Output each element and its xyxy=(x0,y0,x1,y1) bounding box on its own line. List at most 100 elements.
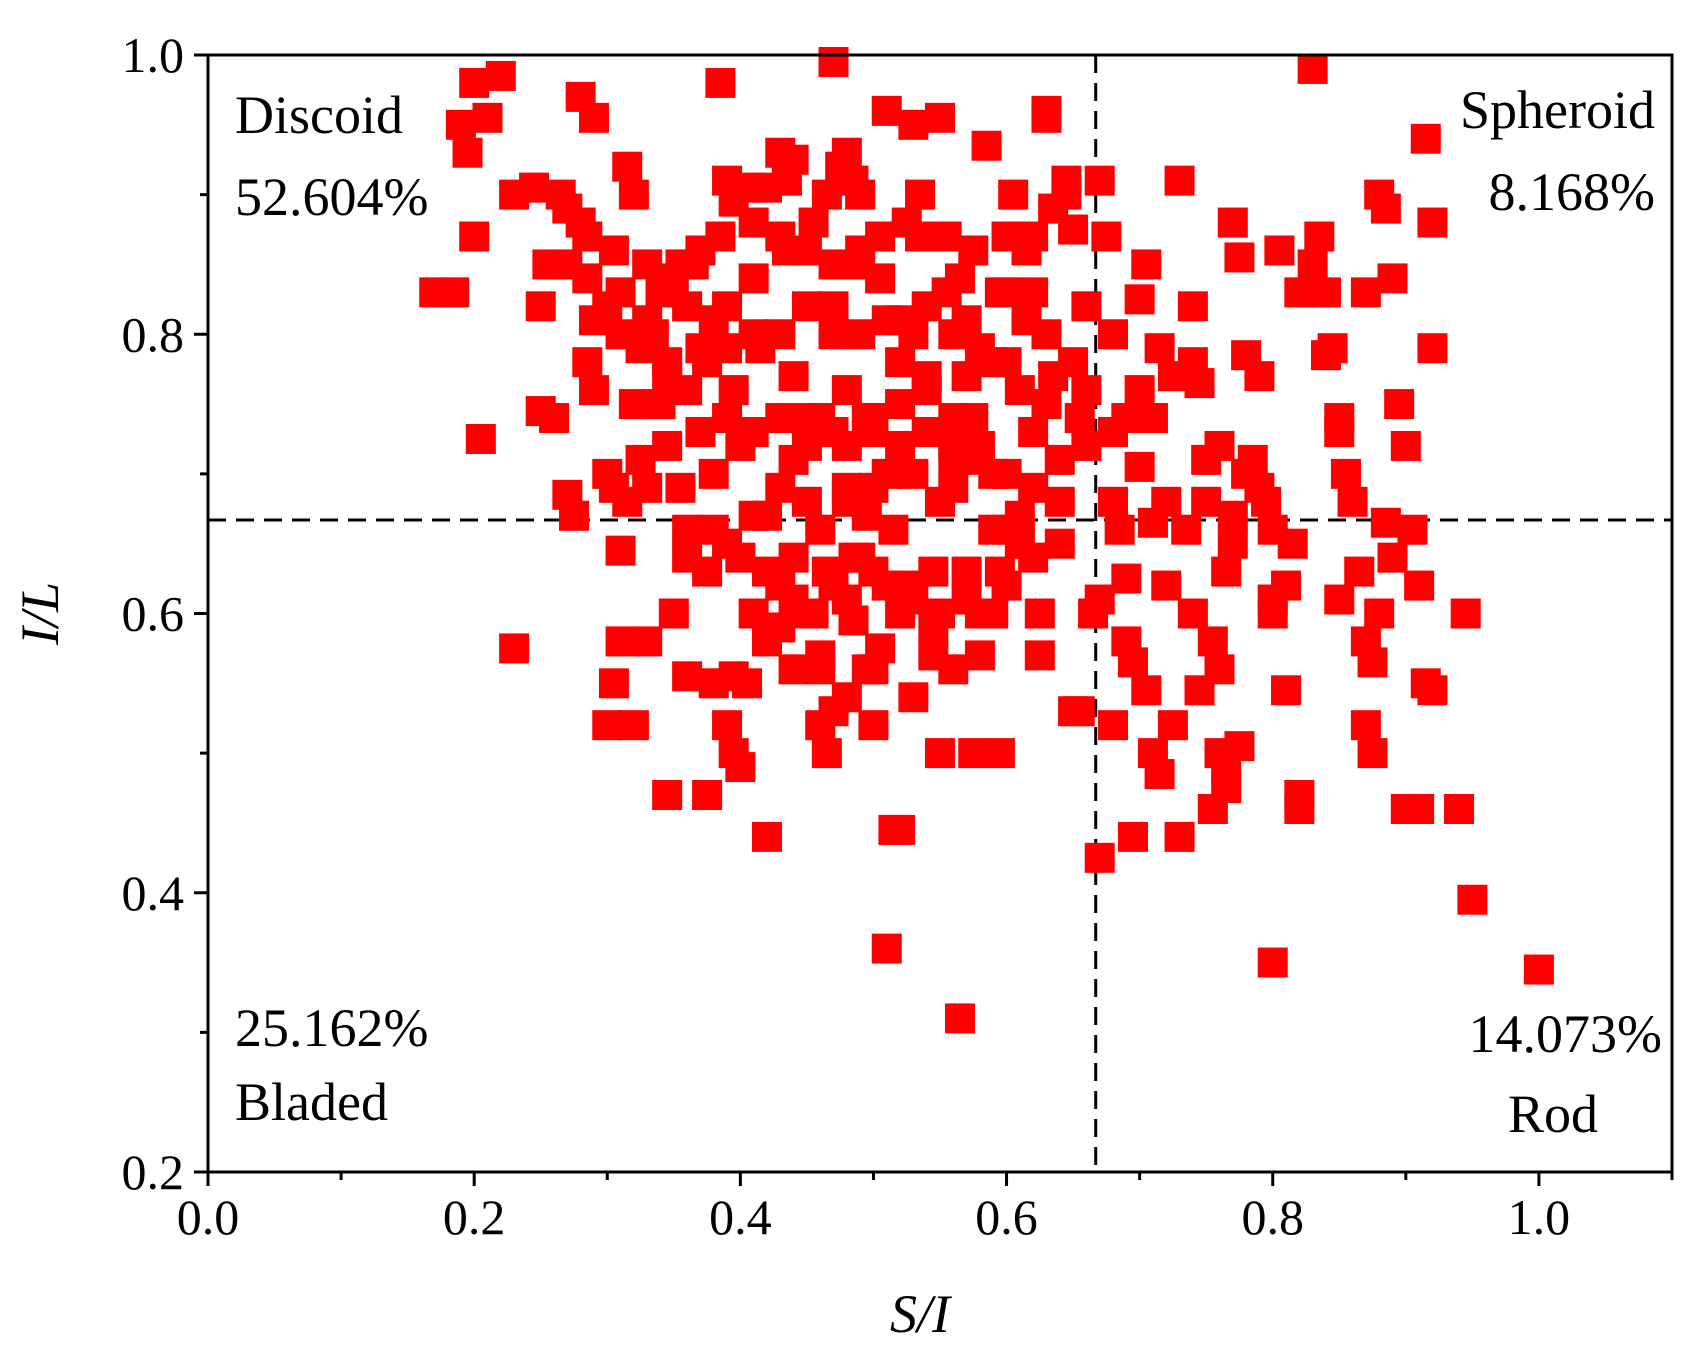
data-point xyxy=(672,661,703,692)
data-point xyxy=(1098,710,1129,741)
data-point xyxy=(1271,570,1302,601)
data-point xyxy=(499,633,530,664)
x-axis-title: S/I xyxy=(890,1284,953,1344)
data-point xyxy=(738,319,769,350)
data-point xyxy=(1071,291,1102,322)
annotation-rod-value: 14.073% xyxy=(1469,1004,1662,1064)
data-point xyxy=(925,738,955,769)
data-point xyxy=(925,102,955,133)
data-point xyxy=(831,430,862,461)
data-point xyxy=(705,221,736,252)
data-point xyxy=(798,207,829,238)
data-point xyxy=(898,682,929,713)
data-point xyxy=(978,598,1009,629)
data-point xyxy=(559,500,589,531)
data-point xyxy=(1271,675,1302,706)
data-point xyxy=(1337,486,1368,517)
data-point xyxy=(618,389,649,420)
data-point xyxy=(931,277,962,308)
data-point xyxy=(578,305,609,336)
data-point xyxy=(1091,221,1122,252)
data-point xyxy=(858,556,889,587)
data-point xyxy=(632,626,663,657)
data-point xyxy=(598,668,629,699)
data-point xyxy=(964,640,995,671)
data-point xyxy=(911,375,942,406)
data-point xyxy=(871,95,902,126)
data-point xyxy=(1310,277,1341,308)
data-point xyxy=(1044,528,1075,559)
data-point xyxy=(678,249,709,280)
data-point xyxy=(1177,347,1208,378)
data-point xyxy=(652,780,683,811)
threshold-lines xyxy=(208,55,1672,1172)
data-point xyxy=(445,109,476,140)
data-point xyxy=(1137,403,1168,434)
data-point xyxy=(598,235,629,266)
data-point xyxy=(1151,570,1182,601)
data-point xyxy=(1211,556,1242,587)
data-point xyxy=(1350,277,1381,308)
data-point xyxy=(692,780,723,811)
data-point xyxy=(1157,710,1188,741)
y-tick-label: 0.2 xyxy=(122,1144,185,1200)
data-point xyxy=(685,333,716,364)
data-point xyxy=(791,486,822,517)
data-point xyxy=(1284,277,1315,308)
data-point xyxy=(1404,793,1435,824)
data-point xyxy=(1224,731,1255,762)
data-point xyxy=(685,416,716,447)
data-point xyxy=(778,654,809,685)
data-point xyxy=(1004,375,1035,406)
data-point xyxy=(738,416,769,447)
data-point xyxy=(578,102,609,133)
data-point xyxy=(1457,884,1488,915)
data-point xyxy=(732,172,763,203)
data-point xyxy=(865,263,896,294)
data-point xyxy=(712,710,743,741)
y-tick-label: 1.0 xyxy=(122,27,185,83)
data-point xyxy=(951,584,982,615)
data-point xyxy=(1064,696,1095,727)
y-tick-label: 0.4 xyxy=(122,865,185,921)
data-point xyxy=(672,291,703,322)
data-point xyxy=(811,556,842,587)
data-point xyxy=(1217,528,1248,559)
data-point xyxy=(1018,472,1049,503)
data-point xyxy=(1310,340,1341,371)
data-point xyxy=(618,179,649,210)
data-point xyxy=(1224,242,1255,273)
data-point xyxy=(1018,416,1049,447)
data-point xyxy=(791,598,822,629)
data-point xyxy=(592,710,623,741)
data-point xyxy=(818,46,849,77)
data-point xyxy=(765,403,796,434)
data-point xyxy=(519,172,550,203)
data-point xyxy=(738,263,769,294)
data-point xyxy=(878,814,909,845)
data-point xyxy=(1084,584,1115,615)
data-point xyxy=(1344,556,1375,587)
data-point xyxy=(1370,193,1401,224)
data-point xyxy=(625,444,656,475)
data-point xyxy=(871,933,902,964)
data-point xyxy=(1377,542,1408,573)
data-point xyxy=(665,472,696,503)
data-point xyxy=(1151,486,1182,517)
x-tick-label: 0.2 xyxy=(443,1189,506,1245)
y-axis-title: I/L xyxy=(10,582,70,646)
data-point xyxy=(885,430,916,461)
data-point xyxy=(632,249,663,280)
data-point xyxy=(805,710,836,741)
data-point xyxy=(718,375,749,406)
data-point xyxy=(525,291,556,322)
data-point xyxy=(918,556,949,587)
data-point xyxy=(944,1003,975,1034)
data-point xyxy=(751,821,782,852)
data-point xyxy=(838,165,869,196)
data-point xyxy=(1197,626,1228,657)
data-point xyxy=(1117,647,1148,678)
data-point xyxy=(605,535,636,566)
data-point xyxy=(1357,647,1388,678)
